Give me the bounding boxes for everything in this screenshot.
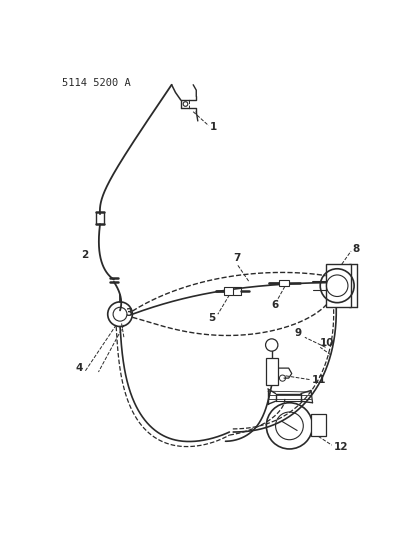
Text: 5114 5200 A: 5114 5200 A	[61, 78, 130, 88]
Text: 11: 11	[311, 375, 326, 385]
Text: 4: 4	[75, 363, 83, 373]
Text: 7: 7	[233, 253, 240, 263]
Text: 5: 5	[208, 313, 215, 323]
Text: 6: 6	[270, 300, 278, 310]
Text: 1: 1	[210, 122, 217, 132]
Bar	[326, 264, 350, 308]
Bar	[265, 358, 277, 385]
Text: 8: 8	[352, 244, 359, 254]
Text: 12: 12	[333, 442, 347, 451]
Text: 10: 10	[319, 338, 334, 348]
Bar	[223, 287, 233, 295]
Text: 2: 2	[81, 250, 89, 260]
Text: 3: 3	[125, 308, 133, 318]
Bar	[278, 280, 289, 287]
Text: 9: 9	[294, 328, 301, 338]
Bar	[310, 414, 326, 436]
